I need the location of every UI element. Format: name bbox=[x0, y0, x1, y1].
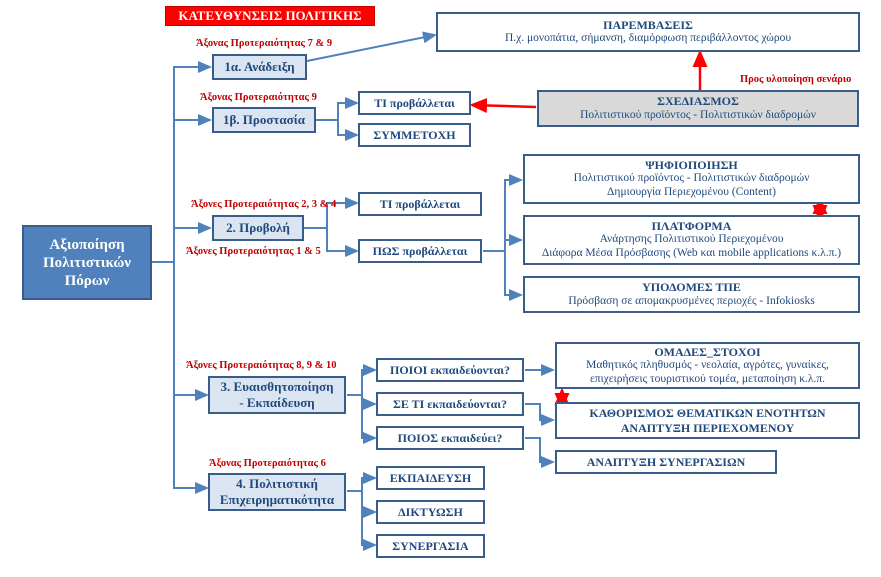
node-4-sub3: ΣΥΝΕΡΓΑΣΙΑ bbox=[376, 534, 485, 558]
node-4-line2: Επιχειρηματικότητα bbox=[220, 492, 334, 508]
node-3-line2: - Εκπαίδευση bbox=[239, 395, 314, 411]
node-4-sub1: ΕΚΠΑΙΔΕΥΣΗ bbox=[376, 466, 485, 490]
node-1b-sub1-label: ΤΙ προβάλλεται bbox=[374, 96, 455, 110]
platform-sub2: Διάφορα Μέσα Πρόσβασης (Web και mobile a… bbox=[542, 247, 841, 261]
platform-sub1: Ανάρτησης Πολιτιστικού Περιεχομένου bbox=[600, 233, 784, 247]
axis-label-4: Άξονας Προτεραιότητας 6 bbox=[209, 458, 326, 469]
node-2: 2. Προβολή bbox=[212, 215, 304, 241]
ict-title: ΥΠΟΔΟΜΕΣ ΤΠΕ bbox=[642, 280, 741, 294]
node-3: 3. Ευαισθητοποίηση - Εκπαίδευση bbox=[208, 376, 346, 414]
digit-sub1: Πολιτιστικού προϊόντος - Πολιτιστικών δι… bbox=[574, 172, 810, 186]
themes-line2: ΑΝΑΠΤΥΞΗ ΠΕΡΙΕΧΟΜΕΝΟΥ bbox=[621, 421, 795, 435]
node-4: 4. Πολιτιστική Επιχειρηματικότητα bbox=[208, 473, 346, 511]
interventions-title: ΠΑΡΕΜΒΑΣΕΙΣ bbox=[603, 18, 693, 32]
axis-label-3: Άξονες Προτεραιότητας 8, 9 & 10 bbox=[186, 360, 336, 371]
themes-node: ΚΑΘΟΡΙΣΜΟΣ ΘΕΜΑΤΙΚΩΝ ΕΝΟΤΗΤΩΝ ΑΝΑΠΤΥΞΗ Π… bbox=[555, 402, 860, 439]
design-title: ΣΧΕΔΙΑΣΜΟΣ bbox=[657, 94, 739, 108]
axis-label-2-bot: Άξονες Προτεραιότητας 1 & 5 bbox=[186, 246, 321, 257]
targets-node: ΟΜΑΔΕΣ_ΣΤΟΧΟΙ Μαθητικός πληθυσμός - νεολ… bbox=[555, 342, 860, 389]
node-1b-label: 1β. Προστασία bbox=[223, 112, 305, 128]
node-2-sub1: ΤΙ προβάλλεται bbox=[358, 192, 482, 216]
root-line2: Πολιτιστικών bbox=[43, 254, 131, 272]
node-4-sub3-label: ΣΥΝΕΡΓΑΣΙΑ bbox=[392, 539, 468, 553]
digit-node: ΨΗΦΙΟΠΟΙΗΣΗ Πολιτιστικού προϊόντος - Πολ… bbox=[523, 154, 860, 204]
node-3-sub1-label: ΠΟΙΟΙ εκπαιδεύονται? bbox=[390, 363, 510, 377]
node-3-sub3: ΠΟΙΟΣ εκπαιδεύει? bbox=[376, 426, 524, 450]
root-line1: Αξιοποίηση bbox=[49, 236, 124, 254]
targets-title: ΟΜΑΔΕΣ_ΣΤΟΧΟΙ bbox=[654, 345, 760, 359]
policy-directions-label: ΚΑΤΕΥΘΥΝΣΕΙΣ ΠΟΛΙΤΙΚΗΣ bbox=[178, 8, 361, 24]
axis-label-1a: Άξονας Προτεραιότητας 7 & 9 bbox=[196, 38, 332, 49]
ict-sub: Πρόσβαση σε απομακρυσμένες περιοχές - In… bbox=[568, 295, 814, 309]
node-2-sub1-label: ΤΙ προβάλλεται bbox=[380, 197, 461, 211]
node-3-sub2: ΣΕ ΤΙ εκπαιδεύονται? bbox=[376, 392, 524, 416]
axis-label-1b: Άξονας Προτεραιότητας 9 bbox=[200, 92, 317, 103]
node-1b-sub2-label: ΣΥΜΜΕΤΟΧΗ bbox=[373, 128, 455, 142]
platform-title: ΠΛΑΤΦΟΡΜΑ bbox=[652, 219, 732, 233]
node-4-sub2-label: ΔΙΚΤΥΩΣΗ bbox=[398, 505, 463, 519]
node-4-sub2: ΔΙΚΤΥΩΣΗ bbox=[376, 500, 485, 524]
targets-sub2: επιχειρήσεις τουριστικού τομέα, μεταποίη… bbox=[590, 373, 825, 387]
node-1b-sub1: ΤΙ προβάλλεται bbox=[358, 91, 471, 115]
partnerships-node: ΑΝΑΠΤΥΞΗ ΣΥΝΕΡΓΑΣΙΩΝ bbox=[555, 450, 777, 474]
design-node: ΣΧΕΔΙΑΣΜΟΣ Πολιτιστικού προϊόντος - Πολι… bbox=[537, 90, 859, 127]
node-1a-label: 1α. Ανάδειξη bbox=[224, 59, 294, 75]
axis-label-2-top: Άξονες Προτεραιότητας 2, 3 & 4 bbox=[191, 199, 336, 210]
interventions-node: ΠΑΡΕΜΒΑΣΕΙΣ Π.χ. μονοπάτια, σήμανση, δια… bbox=[436, 12, 860, 52]
digit-title: ΨΗΦΙΟΠΟΙΗΣΗ bbox=[645, 158, 738, 172]
node-4-line1: 4. Πολιτιστική bbox=[236, 476, 318, 492]
design-note: Προς υλοποίηση σενάριο bbox=[740, 74, 851, 85]
node-2-sub2-label: ΠΩΣ προβάλλεται bbox=[373, 244, 468, 258]
node-2-label: 2. Προβολή bbox=[226, 220, 290, 236]
node-1a: 1α. Ανάδειξη bbox=[212, 54, 307, 80]
node-4-sub1-label: ΕΚΠΑΙΔΕΥΣΗ bbox=[390, 471, 471, 485]
partnerships-label: ΑΝΑΠΤΥΞΗ ΣΥΝΕΡΓΑΣΙΩΝ bbox=[587, 455, 745, 469]
node-3-sub2-label: ΣΕ ΤΙ εκπαιδεύονται? bbox=[393, 397, 507, 411]
policy-directions-header: ΚΑΤΕΥΘΥΝΣΕΙΣ ΠΟΛΙΤΙΚΗΣ bbox=[165, 6, 375, 26]
root-node: Αξιοποίηση Πολιτιστικών Πόρων bbox=[22, 225, 152, 300]
interventions-sub: Π.χ. μονοπάτια, σήμανση, διαμόρφωση περι… bbox=[505, 32, 791, 46]
platform-node: ΠΛΑΤΦΟΡΜΑ Ανάρτησης Πολιτιστικού Περιεχο… bbox=[523, 215, 860, 265]
root-line3: Πόρων bbox=[65, 272, 110, 290]
node-3-sub1: ΠΟΙΟΙ εκπαιδεύονται? bbox=[376, 358, 524, 382]
targets-sub1: Μαθητικός πληθυσμός - νεολαία, αγρότες, … bbox=[586, 359, 829, 373]
digit-sub2: Δημιουργία Περιεχομένου (Content) bbox=[607, 186, 776, 200]
node-2-sub2: ΠΩΣ προβάλλεται bbox=[358, 239, 482, 263]
ict-node: ΥΠΟΔΟΜΕΣ ΤΠΕ Πρόσβαση σε απομακρυσμένες … bbox=[523, 276, 860, 313]
node-1b-sub2: ΣΥΜΜΕΤΟΧΗ bbox=[358, 123, 471, 147]
design-sub: Πολιτιστικού προϊόντος - Πολιτιστικών δι… bbox=[580, 109, 816, 123]
node-3-sub3-label: ΠΟΙΟΣ εκπαιδεύει? bbox=[398, 431, 503, 445]
node-3-line1: 3. Ευαισθητοποίηση bbox=[221, 379, 334, 395]
themes-line1: ΚΑΘΟΡΙΣΜΟΣ ΘΕΜΑΤΙΚΩΝ ΕΝΟΤΗΤΩΝ bbox=[589, 406, 825, 420]
node-1b: 1β. Προστασία bbox=[212, 107, 316, 133]
